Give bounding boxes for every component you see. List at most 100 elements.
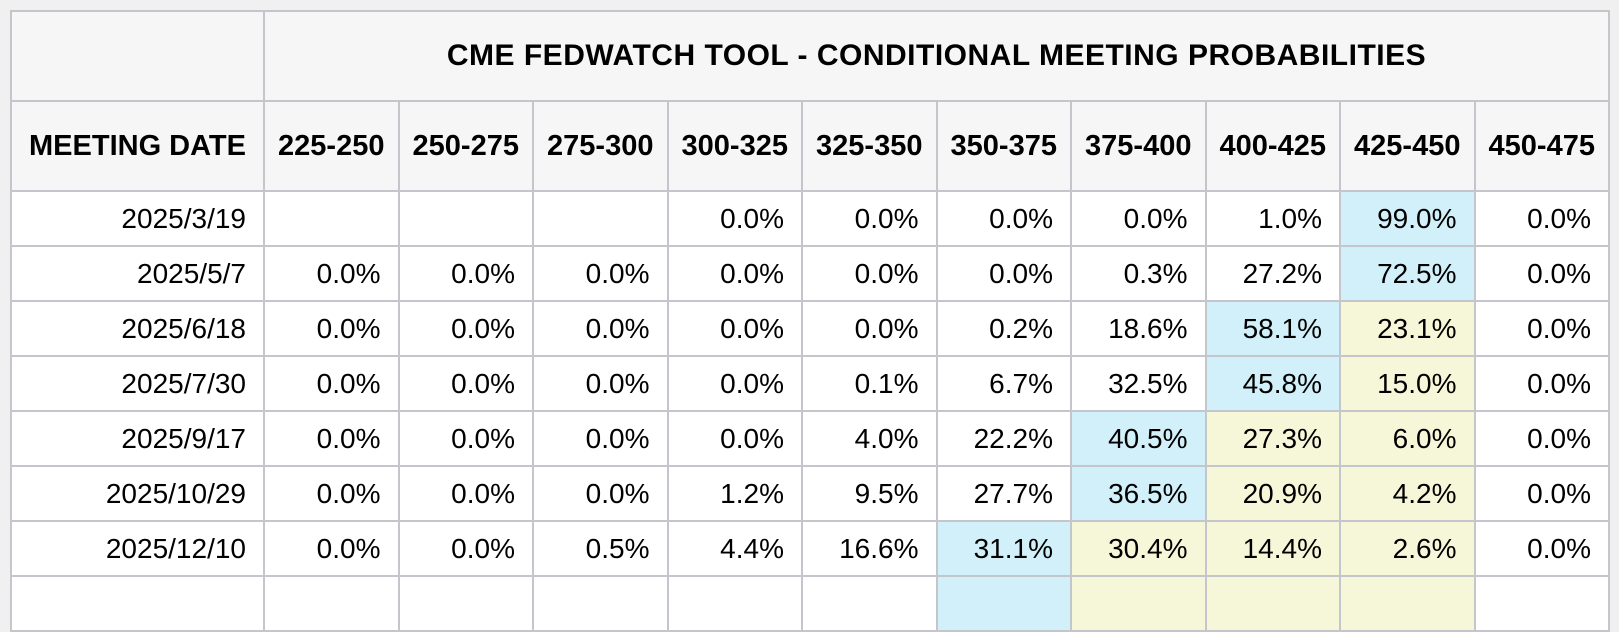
probability-cell: 0.0% (1473, 190, 1610, 247)
probability-cell: 14.4% (1204, 520, 1341, 577)
probability-cell: 0.1% (801, 355, 938, 412)
probability-cell: 15.0% (1339, 355, 1476, 412)
probability-cell: 0.0% (1473, 520, 1610, 577)
probability-cell: 6.7% (935, 355, 1072, 412)
probability-cell: 58.1% (1204, 300, 1341, 357)
table-row: 2025/7/30 0.0% 0.0% 0.0% 0.0% 0.1% 6.7% 32.5% 45… (10, 355, 1610, 412)
probability-cell: 0.0% (532, 300, 669, 357)
probability-cell (1204, 575, 1341, 632)
probability-cell: 0.2% (935, 300, 1072, 357)
rate-range-header: 350-375 (935, 100, 1072, 192)
rate-range-header: 400-425 (1204, 100, 1341, 192)
table-row: 2025/10/29 0.0% 0.0% 0.0% 1.2% 9.5% 27.7% 36.5%… (10, 465, 1610, 522)
probability-cell (801, 575, 938, 632)
probability-rows: 2025/3/19 0.0% 0.0% 0.0% 0.0% 1.0% 99.0% 0.0% 20… (10, 190, 1610, 632)
probability-cell: 4.2% (1339, 465, 1476, 522)
probability-cell: 0.0% (801, 245, 938, 302)
rate-range-header: 275-300 (532, 100, 669, 192)
probability-cell: 0.5% (532, 520, 669, 577)
probability-cell: 0.0% (263, 410, 400, 467)
meeting-date-cell: 2025/5/7 (10, 245, 265, 302)
probability-cell: 0.0% (666, 190, 803, 247)
probability-cell: 0.0% (1070, 190, 1207, 247)
table-row: 2025/6/18 0.0% 0.0% 0.0% 0.0% 0.0% 0.2% 18.6% 58… (10, 300, 1610, 357)
probability-cell: 1.2% (666, 465, 803, 522)
probability-cell (1339, 575, 1476, 632)
probability-cell: 32.5% (1070, 355, 1207, 412)
probability-cell: 0.0% (263, 465, 400, 522)
probability-cell: 45.8% (1204, 355, 1341, 412)
probability-cell: 23.1% (1339, 300, 1476, 357)
table-row: 2025/3/19 0.0% 0.0% 0.0% 0.0% 1.0% 99.0% 0.0% (10, 190, 1610, 247)
probability-cell: 36.5% (1070, 465, 1207, 522)
probability-cell: 0.0% (1473, 410, 1610, 467)
probability-cell: 18.6% (1070, 300, 1207, 357)
rate-range-header: 250-275 (397, 100, 534, 192)
probability-cell: 9.5% (801, 465, 938, 522)
probability-cell: 0.0% (1473, 300, 1610, 357)
probability-cell: 4.0% (801, 410, 938, 467)
probability-cell: 0.0% (397, 300, 534, 357)
meeting-date-cell: 2025/12/10 (10, 520, 265, 577)
meeting-date-cell: 2025/10/29 (10, 465, 265, 522)
table-row: 2025/12/10 0.0% 0.0% 0.5% 4.4% 16.6% 31.1% 30.4… (10, 520, 1610, 577)
probability-cell (263, 575, 400, 632)
probability-cell: 27.2% (1204, 245, 1341, 302)
probability-cell: 0.0% (397, 520, 534, 577)
probability-cell: 0.0% (532, 410, 669, 467)
corner-cell (10, 10, 265, 102)
probability-cell: 0.0% (935, 245, 1072, 302)
probability-cell (263, 190, 400, 247)
probability-cell: 0.0% (263, 355, 400, 412)
probability-cell: 22.2% (935, 410, 1072, 467)
rate-range-header: 425-450 (1339, 100, 1476, 192)
probability-cell (397, 190, 534, 247)
probability-cell: 0.0% (1473, 245, 1610, 302)
rate-range-header: 225-250 (263, 100, 400, 192)
rate-range-header: 325-350 (801, 100, 938, 192)
probability-cell: 0.0% (397, 410, 534, 467)
probability-cell: 27.3% (1204, 410, 1341, 467)
meeting-date-cell: 2025/6/18 (10, 300, 265, 357)
probability-cell: 30.4% (1070, 520, 1207, 577)
probability-cell: 0.0% (532, 465, 669, 522)
rate-range-header: 375-400 (1070, 100, 1207, 192)
meeting-date-cell: 2025/7/30 (10, 355, 265, 412)
title-row: CME FEDWATCH TOOL - CONDITIONAL MEETING … (10, 10, 1610, 102)
probability-cell: 0.0% (801, 190, 938, 247)
probability-cell: 0.0% (666, 410, 803, 467)
probability-cell: 0.3% (1070, 245, 1207, 302)
probability-cell: 27.7% (935, 465, 1072, 522)
probability-cell: 0.0% (263, 300, 400, 357)
probability-cell (666, 575, 803, 632)
probability-cell: 16.6% (801, 520, 938, 577)
probability-cell: 0.0% (532, 245, 669, 302)
probability-cell: 0.0% (263, 245, 400, 302)
meeting-date-cell: 2025/3/19 (10, 190, 265, 247)
probability-cell (1070, 575, 1207, 632)
probability-cell: 0.0% (801, 300, 938, 357)
meeting-date-header: MEETING DATE (10, 100, 265, 192)
probability-cell: 0.0% (666, 300, 803, 357)
probability-cell: 99.0% (1339, 190, 1476, 247)
probability-cell: 6.0% (1339, 410, 1476, 467)
probability-cell: 0.0% (397, 355, 534, 412)
meeting-date-cell: 2025/9/17 (10, 410, 265, 467)
probability-cell: 2.6% (1339, 520, 1476, 577)
probability-cell: 31.1% (935, 520, 1072, 577)
probability-cell: 20.9% (1204, 465, 1341, 522)
rate-range-header: 450-475 (1473, 100, 1610, 192)
table-row: 2025/9/17 0.0% 0.0% 0.0% 0.0% 4.0% 22.2% 40.5% 2… (10, 410, 1610, 467)
probability-cell: 72.5% (1339, 245, 1476, 302)
probability-cell: 0.0% (263, 520, 400, 577)
probability-cell: 0.0% (666, 245, 803, 302)
probability-cell (1473, 575, 1610, 632)
probability-cell (935, 575, 1072, 632)
probability-cell: 0.0% (1473, 355, 1610, 412)
probability-cell: 0.0% (935, 190, 1072, 247)
probability-cell (532, 575, 669, 632)
table-row-partial (10, 575, 1610, 632)
table-row: 2025/5/7 0.0% 0.0% 0.0% 0.0% 0.0% 0.0% 0.3% 27.2… (10, 245, 1610, 302)
rate-range-header: 300-325 (666, 100, 803, 192)
meeting-date-cell (10, 575, 265, 632)
